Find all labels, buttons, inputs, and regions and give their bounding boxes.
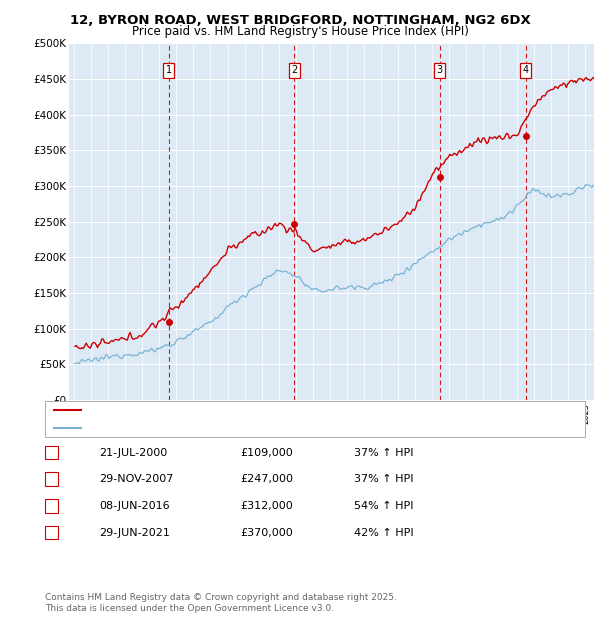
Text: Price paid vs. HM Land Registry's House Price Index (HPI): Price paid vs. HM Land Registry's House … bbox=[131, 25, 469, 38]
Text: 29-NOV-2007: 29-NOV-2007 bbox=[99, 474, 173, 484]
Text: 37% ↑ HPI: 37% ↑ HPI bbox=[354, 448, 413, 458]
Text: 29-JUN-2021: 29-JUN-2021 bbox=[99, 528, 170, 538]
Text: 1: 1 bbox=[48, 448, 55, 458]
Text: Contains HM Land Registry data © Crown copyright and database right 2025.
This d: Contains HM Land Registry data © Crown c… bbox=[45, 593, 397, 613]
Text: 2: 2 bbox=[291, 66, 298, 76]
Text: £109,000: £109,000 bbox=[240, 448, 293, 458]
Text: £312,000: £312,000 bbox=[240, 501, 293, 511]
Text: £247,000: £247,000 bbox=[240, 474, 293, 484]
Text: 12, BYRON ROAD, WEST BRIDGFORD, NOTTINGHAM, NG2 6DX (semi-detached house): 12, BYRON ROAD, WEST BRIDGFORD, NOTTINGH… bbox=[87, 405, 534, 415]
Text: 4: 4 bbox=[48, 528, 55, 538]
Text: 1: 1 bbox=[166, 66, 172, 76]
Text: 3: 3 bbox=[437, 66, 443, 76]
Text: 08-JUN-2016: 08-JUN-2016 bbox=[99, 501, 170, 511]
Text: 12, BYRON ROAD, WEST BRIDGFORD, NOTTINGHAM, NG2 6DX: 12, BYRON ROAD, WEST BRIDGFORD, NOTTINGH… bbox=[70, 14, 530, 27]
Text: 54% ↑ HPI: 54% ↑ HPI bbox=[354, 501, 413, 511]
Text: 37% ↑ HPI: 37% ↑ HPI bbox=[354, 474, 413, 484]
Text: HPI: Average price, semi-detached house, Rushcliffe: HPI: Average price, semi-detached house,… bbox=[87, 423, 359, 433]
Text: 21-JUL-2000: 21-JUL-2000 bbox=[99, 448, 167, 458]
Text: £370,000: £370,000 bbox=[240, 528, 293, 538]
Text: 42% ↑ HPI: 42% ↑ HPI bbox=[354, 528, 413, 538]
Text: 4: 4 bbox=[523, 66, 529, 76]
Text: 3: 3 bbox=[48, 501, 55, 511]
Text: 2: 2 bbox=[48, 474, 55, 484]
